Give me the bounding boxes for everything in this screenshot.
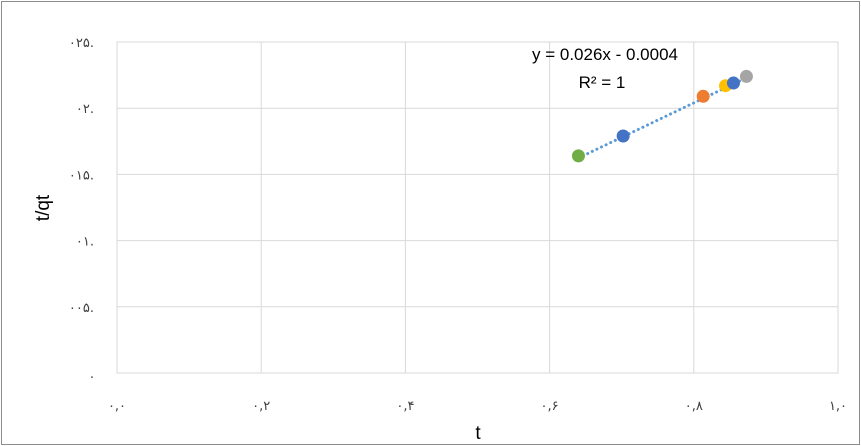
y-tick-labels: . ٠٠۵. ٠١. ٠١۵. ٠٢. ٠٢۵. <box>69 36 94 382</box>
y-tick-label: ٠٢۵. <box>69 36 94 51</box>
data-point <box>739 69 753 83</box>
y-tick-label: . <box>90 367 94 382</box>
x-tick-label: ٠,۶ <box>541 399 559 414</box>
y-tick-label: ٠٠۵. <box>69 301 94 316</box>
data-point <box>696 89 710 103</box>
x-tick-label: ٠,٨ <box>685 399 703 414</box>
data-points <box>571 69 753 163</box>
data-point <box>616 129 630 143</box>
trendline-equation: y = 0.026x - 0.0004 <box>532 45 678 64</box>
data-point <box>726 76 740 90</box>
y-tick-label: ٠٢. <box>76 102 94 117</box>
x-tick-label: ١,٠ <box>829 399 847 414</box>
r-squared-label: R² = 1 <box>579 73 626 92</box>
y-axis-title: t/qt <box>33 194 54 221</box>
x-tick-label: ٠,٠ <box>108 399 126 414</box>
data-point <box>571 149 585 163</box>
y-tick-label: ٠١۵. <box>69 168 94 183</box>
x-tick-label: ٠,٢ <box>252 399 270 414</box>
trendline <box>576 76 748 160</box>
y-tick-label: ٠١. <box>76 235 94 250</box>
x-tick-label: ٠,۴ <box>396 399 414 414</box>
gridlines <box>116 41 839 374</box>
x-tick-labels: ٠,٠ ٠,٢ ٠,۴ ٠,۶ ٠,٨ ١,٠ <box>108 399 847 414</box>
x-axis-title: t <box>475 423 481 444</box>
plot-area <box>116 41 839 374</box>
